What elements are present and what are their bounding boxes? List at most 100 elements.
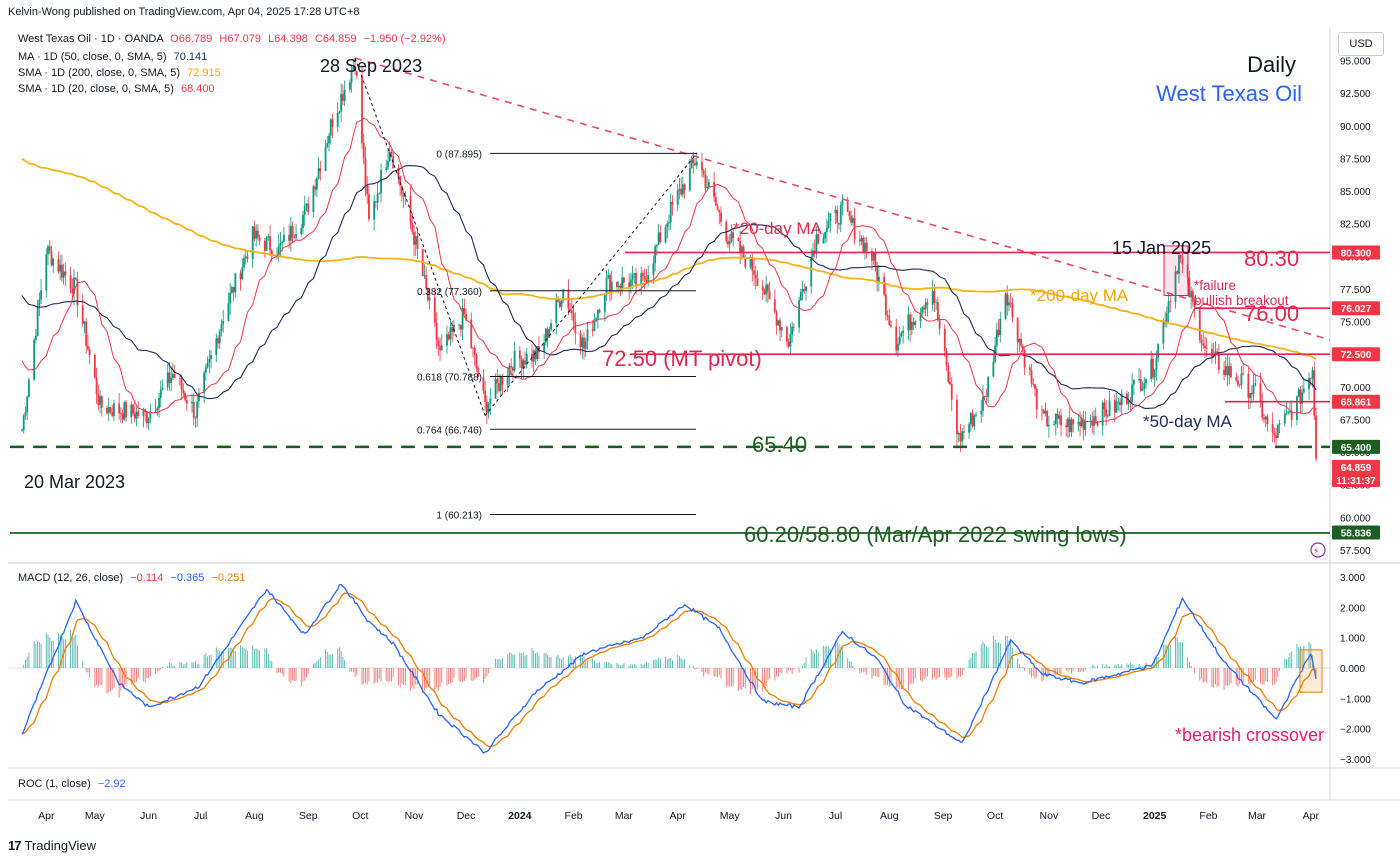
candle-body (111, 411, 114, 417)
candle-body (969, 413, 972, 425)
candle-body (1065, 425, 1068, 427)
candle-body (704, 174, 707, 189)
candle-body (172, 373, 174, 378)
candle-body (610, 281, 613, 293)
candle-body (329, 119, 332, 136)
candle-body (701, 161, 703, 171)
candle-body (1138, 378, 1140, 381)
price-tag-label: 80.300 (1341, 248, 1372, 259)
candle-body (257, 230, 259, 238)
time-axis-label: Mar (615, 810, 634, 822)
candle-body (548, 329, 551, 338)
sma20-value: 68.400 (180, 83, 215, 95)
candle-body (1011, 302, 1014, 318)
candle-body (919, 313, 922, 322)
candle-body (243, 258, 245, 268)
candle-body (338, 111, 341, 113)
candle-body (851, 218, 854, 223)
candle-body (982, 396, 984, 411)
candle-body (81, 305, 84, 324)
candle-body (1290, 410, 1293, 420)
candle-body (34, 335, 37, 340)
candle-body (350, 70, 353, 83)
time-axis-label: Sep (934, 810, 953, 822)
candle-body (93, 355, 96, 378)
candle-body (753, 270, 755, 275)
candle-body (910, 321, 913, 330)
candle-body (858, 239, 861, 242)
candle-body (1079, 421, 1081, 427)
candle-body (1041, 409, 1043, 411)
candle-body (107, 407, 110, 414)
candle-body (305, 203, 308, 207)
candle-body (926, 302, 929, 305)
candle-body (1315, 415, 1317, 459)
candle-body (876, 266, 879, 282)
candle-body (815, 234, 818, 254)
candle-body (1034, 384, 1036, 390)
candle-body (1113, 400, 1116, 413)
candle-body (779, 320, 781, 331)
candle-body (142, 409, 145, 416)
candle-body (936, 302, 939, 320)
sma200-legend: SMA · 1D (200, close, 0, SMA, 5) 72.915 (18, 67, 221, 79)
time-axis-label: May (85, 810, 106, 822)
candle-body (850, 216, 853, 223)
price-tick-label: 70.000 (1340, 383, 1371, 394)
candle-body (402, 193, 405, 197)
price-tick-label: 60.000 (1340, 513, 1371, 524)
candle-body (836, 209, 839, 223)
candle-body (957, 433, 960, 435)
failure-note-line1: *failure (1194, 278, 1236, 293)
ma20-note: *20-day MA (733, 219, 822, 238)
price-tick-label: 87.500 (1340, 154, 1371, 165)
candle-body (215, 338, 218, 355)
candle-body (1211, 348, 1213, 357)
candle-body (839, 205, 842, 225)
candle-body (706, 186, 709, 189)
candle-body (777, 320, 780, 326)
candle-body (378, 193, 381, 195)
candle-body (570, 310, 573, 314)
candle-body (362, 143, 365, 158)
candle-body (182, 389, 185, 394)
candle-body (995, 329, 998, 346)
candle-body (425, 275, 428, 288)
candle-body (472, 347, 474, 349)
candle-body (1155, 358, 1158, 370)
candle-body (550, 323, 552, 330)
currency-selector[interactable]: USD (1338, 32, 1384, 56)
candle-body (862, 237, 865, 253)
time-axis-label: 2024 (508, 810, 532, 822)
time-axis-label: Apr (1303, 810, 1320, 822)
candle-body (546, 328, 549, 338)
candle-body (449, 327, 452, 340)
candle-body (121, 413, 124, 420)
candle-body (898, 336, 901, 344)
candle-body (253, 226, 256, 239)
candle-body (510, 365, 513, 368)
candle-body (1060, 415, 1062, 426)
candle-body (85, 321, 88, 346)
candle-body (680, 188, 683, 195)
failure-note-line2: bullish breakout (1194, 293, 1289, 308)
candle-body (1252, 385, 1255, 395)
candle-body (511, 367, 514, 371)
candle-body (97, 394, 100, 405)
price-tag-label: 65.400 (1341, 443, 1372, 454)
price-tag-bg (1332, 347, 1380, 362)
candle-body (239, 273, 242, 280)
candle-body (413, 231, 415, 245)
candle-body (1301, 392, 1304, 404)
candle-body (283, 234, 285, 242)
candle-body (1035, 389, 1038, 410)
candle-body (1263, 417, 1265, 420)
candle-body (520, 358, 523, 369)
candle-body (178, 378, 181, 379)
candle-body (888, 316, 891, 325)
candle-body (728, 241, 731, 245)
macd-tick-label: 1.000 (1340, 634, 1365, 645)
candle-body (557, 299, 559, 302)
price-tag-label: 76.027 (1341, 304, 1372, 315)
